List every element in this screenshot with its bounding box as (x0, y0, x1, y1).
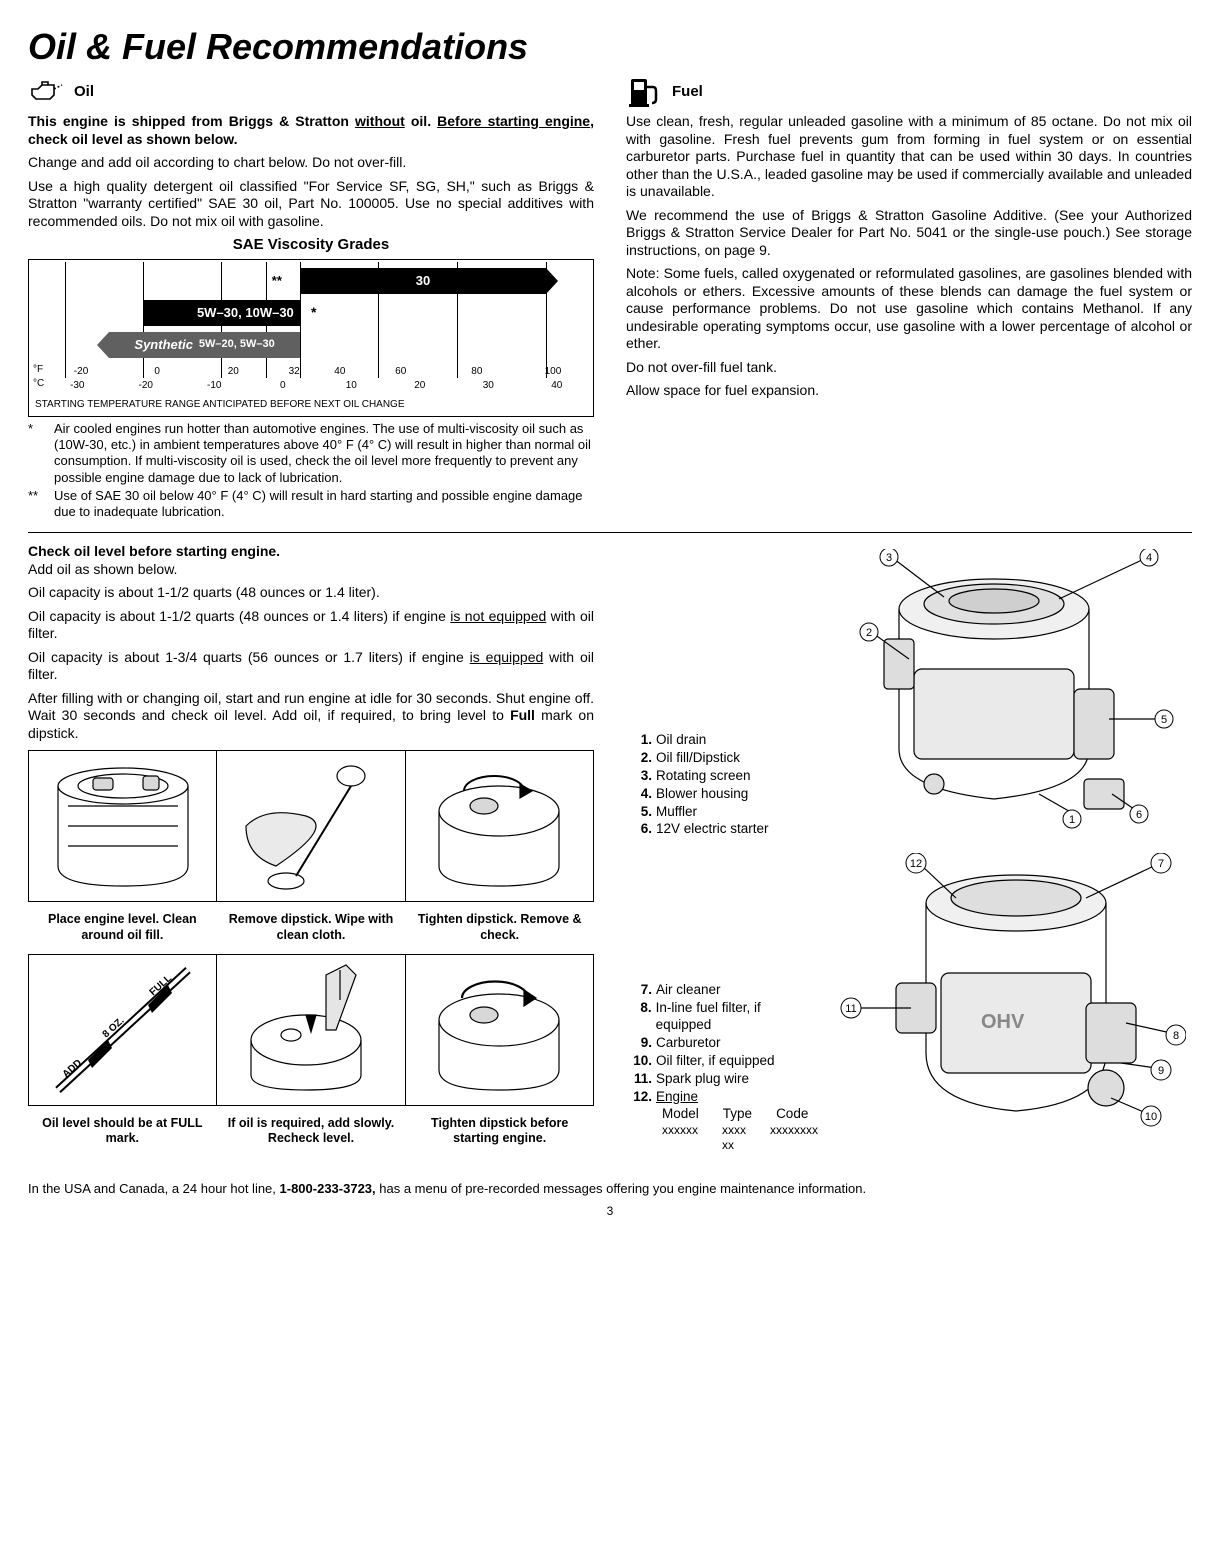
footer-hotline: In the USA and Canada, a 24 hour hot lin… (28, 1181, 1192, 1197)
engine-diagram-bottom: 7.Air cleaner 8.In-line fuel filter, if … (626, 853, 1192, 1153)
step-5-fig (217, 955, 405, 1105)
oil-p2: Change and add oil according to chart be… (28, 154, 594, 172)
oil-heading: Oil (28, 77, 594, 107)
step-6-fig (406, 955, 593, 1105)
svg-text:10: 10 (1145, 1111, 1157, 1123)
divider (28, 532, 1192, 533)
oil-warning: This engine is shipped from Briggs & Str… (28, 113, 594, 148)
svg-text:4: 4 (1146, 552, 1152, 564)
svg-text:12: 12 (910, 858, 922, 870)
svg-text:8: 8 (1173, 1030, 1179, 1042)
check-p2: Oil capacity is about 1-1/2 quarts (48 o… (28, 584, 594, 602)
fuel-p3: Note: Some fuels, called oxygenated or r… (626, 265, 1192, 353)
viscosity-title: SAE Viscosity Grades (28, 236, 594, 255)
fuel-pump-icon (626, 77, 662, 107)
step-3-fig (406, 751, 593, 901)
page-title: Oil & Fuel Recommendations (28, 24, 1192, 69)
svg-text:2: 2 (866, 627, 872, 639)
oil-p3: Use a high quality detergent oil classif… (28, 178, 594, 231)
svg-text:6: 6 (1136, 809, 1142, 821)
fuel-heading-text: Fuel (672, 83, 703, 102)
svg-text:3: 3 (886, 552, 892, 564)
oil-can-icon (28, 77, 64, 107)
svg-text:OHV: OHV (981, 1011, 1025, 1033)
page-number: 3 (28, 1204, 1192, 1219)
check-p4: Oil capacity is about 1-3/4 quarts (56 o… (28, 649, 594, 684)
viscosity-footnotes: *Air cooled engines run hotter than auto… (28, 421, 594, 521)
viscosity-chart: ** 30 5W–30, 10W–30 * Synthetic 5W–20, 5… (28, 259, 594, 417)
svg-text:9: 9 (1158, 1065, 1164, 1077)
fuel-p2: We recommend the use of Briggs & Stratto… (626, 207, 1192, 260)
check-p3: Oil capacity is about 1-1/2 quarts (48 o… (28, 608, 594, 643)
svg-text:5: 5 (1161, 714, 1167, 726)
svg-text:11: 11 (845, 1003, 856, 1015)
svg-text:7: 7 (1158, 858, 1164, 870)
fuel-p1: Use clean, fresh, regular unleaded gasol… (626, 113, 1192, 201)
fuel-p4: Do not over-fill fuel tank. (626, 359, 1192, 377)
oil-steps-2: FULL 8 OZ. ADD (28, 954, 594, 1106)
check-p5: After filling with or changing oil, star… (28, 690, 594, 743)
engine-diagram-top: 1.Oil drain 2.Oil fill/Dipstick 3.Rotati… (626, 549, 1192, 839)
oil-steps-1 (28, 750, 594, 902)
check-heading: Check oil level before starting engine.A… (28, 543, 594, 578)
svg-text:1: 1 (1069, 814, 1075, 826)
step-1-fig (29, 751, 217, 901)
oil-steps-1-captions: Place engine level. Clean around oil fil… (28, 910, 594, 945)
fuel-p5: Allow space for fuel expansion. (626, 382, 1192, 400)
fuel-heading: Fuel (626, 77, 1192, 107)
oil-heading-text: Oil (74, 83, 94, 102)
step-2-fig (217, 751, 405, 901)
step-4-fig: FULL 8 OZ. ADD (29, 955, 217, 1105)
oil-steps-2-captions: Oil level should be at FULL mark. If oil… (28, 1114, 594, 1149)
